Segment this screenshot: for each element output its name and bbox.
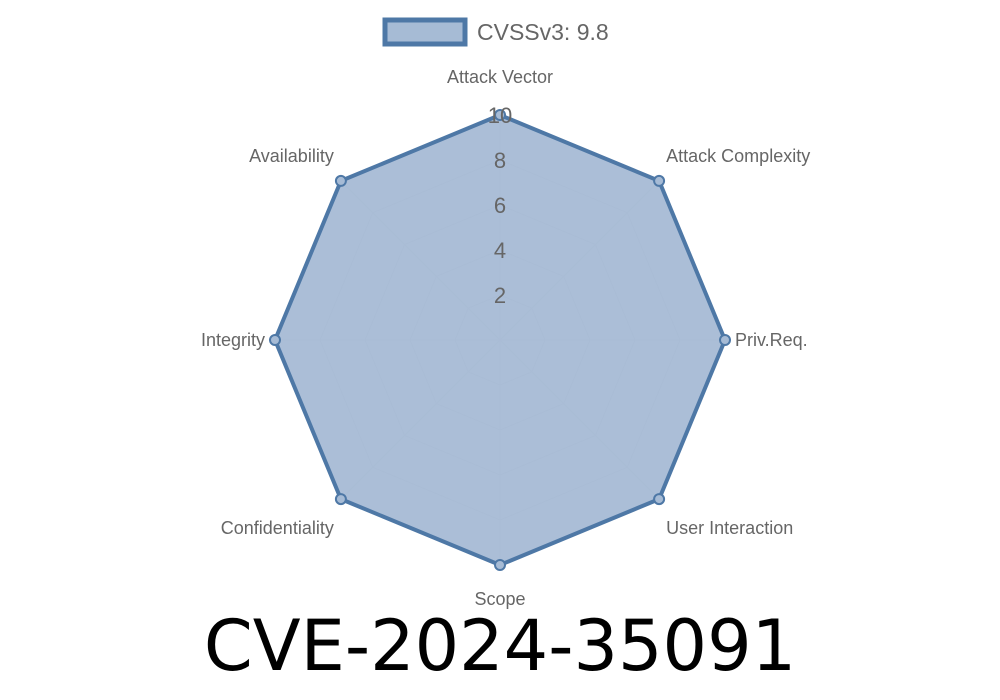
axis-label: User Interaction	[666, 518, 793, 538]
axis-label: Attack Vector	[447, 67, 553, 87]
chart-title: CVE-2024-35091	[204, 605, 796, 687]
axis-label: Confidentiality	[221, 518, 334, 538]
data-point[interactable]	[269, 334, 281, 346]
legend[interactable]: CVSSv3: 9.8	[382, 17, 609, 47]
legend-label: CVSSv3: 9.8	[477, 19, 609, 45]
tick-label: 10	[488, 103, 512, 128]
axis-label: Attack Complexity	[666, 146, 810, 166]
data-point[interactable]	[653, 174, 666, 187]
data-point[interactable]	[494, 559, 506, 571]
axis-label: Scope	[474, 589, 525, 609]
tick-label: 6	[494, 193, 506, 218]
series-area	[269, 109, 731, 571]
legend-swatch	[382, 17, 468, 47]
data-point[interactable]	[334, 174, 347, 187]
data-point[interactable]	[653, 493, 666, 506]
tick-label: 4	[494, 238, 506, 263]
axis-label: Priv.Req.	[735, 330, 808, 350]
axis-label: Availability	[249, 146, 334, 166]
data-point[interactable]	[719, 334, 731, 346]
data-point[interactable]	[494, 109, 506, 121]
axis-label: Integrity	[201, 330, 265, 350]
tick-label: 2	[494, 283, 506, 308]
data-point[interactable]	[334, 493, 347, 506]
axis-labels: Attack Vector Attack Complexity Priv.Req. U…	[201, 67, 810, 609]
radial-ticks: 2 4 6 8 10	[488, 103, 512, 308]
tick-label: 8	[494, 148, 506, 173]
